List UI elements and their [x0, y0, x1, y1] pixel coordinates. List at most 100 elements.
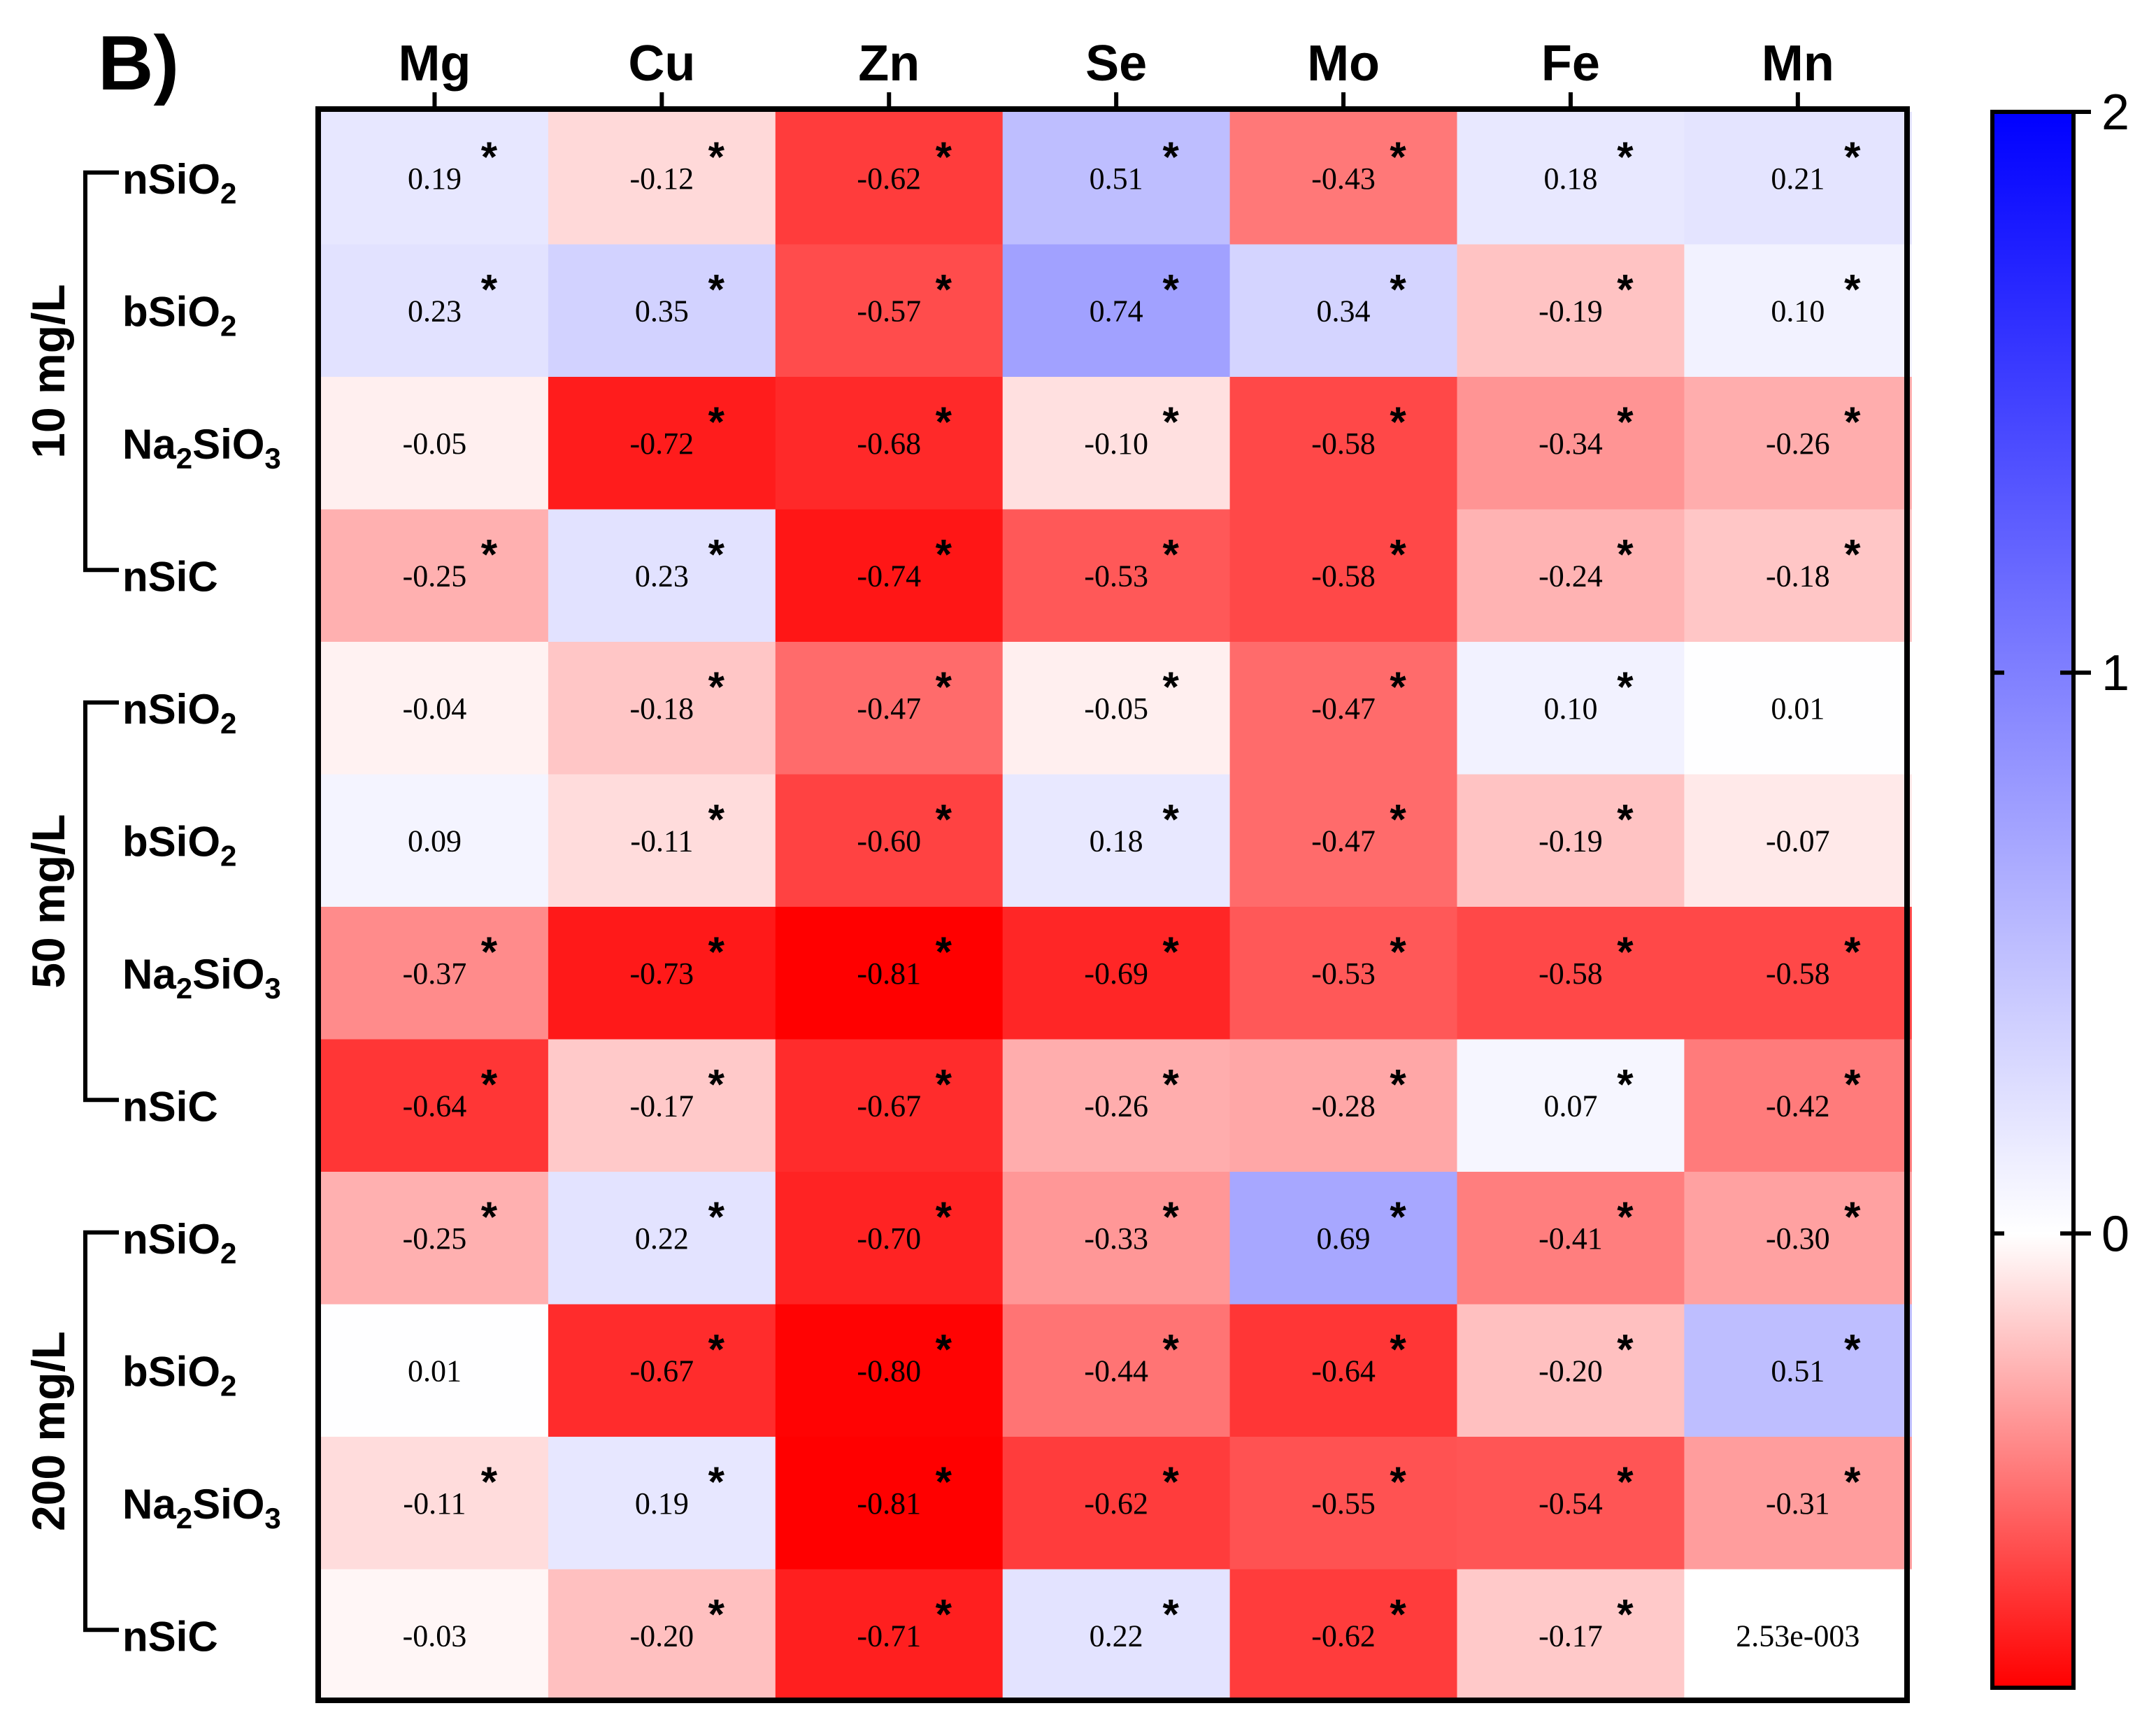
heatmap-cell: 0.51 *	[1002, 112, 1231, 245]
cell-value: -0.07	[1766, 824, 1830, 858]
significance-marker: *	[1390, 796, 1406, 842]
heatmap-cell: -0.17 *	[1457, 1569, 1685, 1702]
row-label: nSiO2	[122, 1216, 236, 1270]
column-label-zn: Zn	[858, 36, 920, 92]
significance-marker: *	[1390, 1458, 1406, 1505]
cell-fill	[321, 1172, 549, 1305]
cell-fill	[775, 774, 1004, 907]
group-label: 200 mg/L	[22, 1331, 74, 1531]
cell-value: 0.22	[1090, 1619, 1143, 1653]
heatmap-cell: 0.22 *	[548, 1172, 776, 1305]
cell-value: -0.04	[403, 691, 467, 726]
cell-fill	[1002, 509, 1231, 643]
row-label: Na2SiO3	[122, 421, 281, 475]
cell-value: -0.69	[1084, 956, 1148, 991]
cell-fill	[1684, 1304, 1912, 1437]
row-label: nSiC	[122, 553, 218, 600]
cell-fill	[321, 1304, 549, 1437]
cell-value: -0.17	[630, 1089, 694, 1123]
cell-value: -0.33	[1084, 1221, 1148, 1256]
heatmap-cell: -0.71 *	[775, 1569, 1004, 1702]
significance-marker: *	[1162, 1458, 1179, 1505]
heatmap-cell: -0.67 *	[548, 1304, 776, 1437]
significance-marker: *	[1390, 531, 1406, 577]
cell-fill	[1684, 642, 1912, 775]
cell-value: -0.18	[630, 691, 694, 726]
heatmap-cell: 0.74 *	[1002, 244, 1231, 378]
cell-fill	[548, 1172, 776, 1305]
row-label: bSiO2	[122, 1348, 236, 1402]
significance-marker: *	[936, 1193, 952, 1240]
heatmap-cell: -0.04	[321, 642, 549, 775]
heatmap-cell: 0.01	[1684, 642, 1912, 775]
cell-value: -0.25	[403, 1221, 467, 1256]
colorbar-tick-label: 0	[2101, 1206, 2129, 1262]
cell-value: -0.58	[1311, 559, 1376, 593]
cell-value: -0.58	[1766, 956, 1830, 991]
group-label: 50 mg/L	[22, 814, 74, 988]
cell-value: -0.57	[857, 294, 921, 328]
cell-fill	[1684, 112, 1912, 245]
significance-marker: *	[708, 1458, 725, 1505]
cell-fill	[1002, 1039, 1231, 1172]
cell-fill	[1457, 1304, 1685, 1437]
significance-marker: *	[936, 796, 952, 842]
heatmap-cell: -0.12 *	[548, 112, 776, 245]
heatmap-cell: -0.24 *	[1457, 509, 1685, 643]
heatmap-cell: -0.19 *	[1457, 244, 1685, 378]
heatmap-cell: -0.62 *	[775, 112, 1004, 245]
significance-marker: *	[481, 531, 498, 577]
heatmap-cell: 0.07 *	[1457, 1039, 1685, 1172]
significance-marker: *	[1390, 1591, 1406, 1637]
cell-value: 0.74	[1090, 294, 1143, 328]
cell-value: 0.09	[408, 824, 462, 858]
cell-value: 0.21	[1771, 162, 1825, 196]
heatmap-cell: -0.47 *	[1229, 642, 1458, 775]
cell-value: -0.25	[403, 559, 467, 593]
cell-fill	[1457, 1039, 1685, 1172]
cell-fill	[1684, 1172, 1912, 1305]
heatmap-cell: 0.18 *	[1002, 774, 1231, 907]
cell-fill	[1457, 509, 1685, 643]
cell-value: -0.05	[403, 426, 467, 461]
heatmap-cell: -0.60 *	[775, 774, 1004, 907]
significance-marker: *	[1390, 266, 1406, 313]
cell-fill	[775, 1172, 1004, 1305]
cell-value: 2.53e-003	[1736, 1619, 1859, 1653]
heatmap-cell: -0.28 *	[1229, 1039, 1458, 1172]
significance-marker: *	[1390, 399, 1406, 445]
heatmap-cell: -0.74 *	[775, 509, 1004, 643]
heatmap-cell: 0.35 *	[548, 244, 776, 378]
colorbar-tick-label: 1	[2101, 645, 2129, 701]
cell-fill	[1229, 509, 1458, 643]
cell-value: -0.58	[1539, 956, 1603, 991]
cell-value: -0.05	[1084, 691, 1148, 726]
cell-value: -0.20	[630, 1619, 694, 1653]
cell-fill	[1002, 1172, 1231, 1305]
heatmap-cell: -0.26 *	[1002, 1039, 1231, 1172]
cell-value: -0.47	[1311, 691, 1376, 726]
cell-value: 0.18	[1090, 824, 1143, 858]
cell-fill	[321, 244, 549, 378]
significance-marker: *	[1844, 531, 1861, 577]
heatmap-cell: -0.44 *	[1002, 1304, 1231, 1437]
cell-value: -0.68	[857, 426, 921, 461]
cell-fill	[321, 774, 549, 907]
cell-fill	[1002, 642, 1231, 775]
cell-fill	[1457, 1569, 1685, 1702]
cell-value: -0.67	[857, 1089, 921, 1123]
significance-marker: *	[936, 531, 952, 577]
significance-marker: *	[1617, 1458, 1634, 1505]
cell-fill	[548, 244, 776, 378]
heatmap-cell: -0.81 *	[775, 1437, 1004, 1570]
cell-value: -0.19	[1539, 824, 1603, 858]
heatmap-cell: 0.10 *	[1457, 642, 1685, 775]
significance-marker: *	[708, 928, 725, 975]
cell-fill	[1684, 774, 1912, 907]
cell-fill	[321, 1569, 549, 1702]
heatmap-cell: 0.23 *	[548, 509, 776, 643]
significance-marker: *	[936, 1591, 952, 1637]
cell-value: -0.34	[1539, 426, 1603, 461]
significance-marker: *	[1617, 266, 1634, 313]
cell-value: -0.72	[630, 426, 694, 461]
